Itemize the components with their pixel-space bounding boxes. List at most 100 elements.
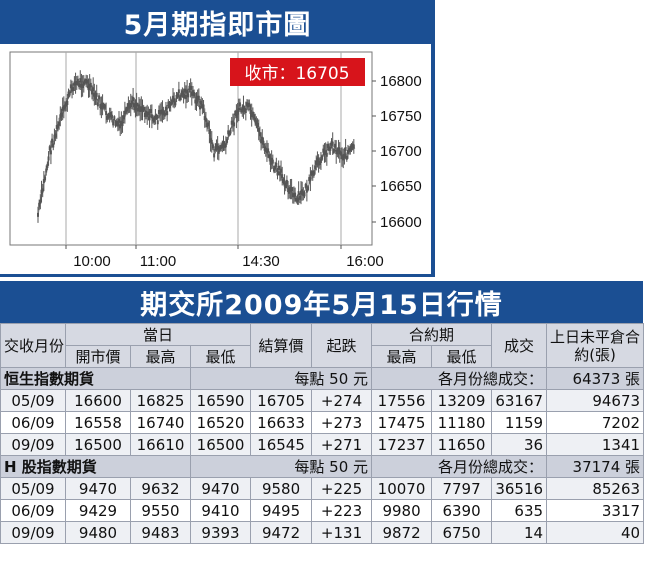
- price-candle-body: [282, 178, 285, 183]
- table-cell: 16633: [250, 411, 313, 434]
- table-cell: 16610: [130, 433, 191, 456]
- price-candle-body: [277, 165, 280, 170]
- table-cell: 6750: [431, 521, 493, 544]
- price-candle-body: [121, 122, 124, 127]
- price-candle-body: [49, 150, 52, 155]
- section-total-value: 64373 張: [546, 367, 645, 390]
- price-candle-body: [125, 108, 128, 113]
- table-cell: 9580: [250, 477, 313, 500]
- price-candle-body: [118, 118, 121, 123]
- price-candle-body: [112, 121, 115, 126]
- table-cell: +223: [311, 499, 373, 522]
- price-candle-body: [301, 189, 304, 194]
- table-row: 06/09 9429 9550 9410 9495 +223 9980 6390 635 3317: [0, 499, 645, 522]
- price-candle-body: [242, 105, 245, 110]
- price-candle-body: [303, 192, 306, 197]
- price-candle-body: [145, 110, 148, 115]
- price-candle-body: [169, 101, 172, 106]
- price-candle-body: [214, 146, 217, 151]
- table-cell: 40: [546, 521, 645, 544]
- price-candle-body: [287, 188, 290, 193]
- x-tick-label: 14:30: [242, 253, 280, 270]
- price-candle-body: [271, 159, 274, 164]
- price-candle-body: [237, 107, 240, 112]
- header-lifetime-high: 最高: [371, 345, 433, 368]
- header-change: 起跌: [311, 323, 373, 368]
- table-cell: +225: [311, 477, 373, 500]
- price-candle-body: [284, 184, 287, 189]
- table-cell: 1159: [491, 411, 548, 434]
- chart-title-bar: 5月期指即市圖: [0, 0, 435, 44]
- price-candle-body: [288, 189, 291, 194]
- table-cell: 09/09: [0, 433, 66, 456]
- price-candle-body: [148, 116, 151, 121]
- price-candle-body: [276, 171, 279, 176]
- price-candle-body: [67, 91, 70, 96]
- table-cell: 9480: [65, 521, 131, 544]
- price-candle-body: [134, 106, 137, 111]
- table-cell: 17475: [371, 411, 433, 434]
- price-candle-body: [156, 120, 159, 125]
- price-candle-body: [161, 109, 164, 114]
- table-row: 09/09 9480 9483 9393 9472 +131 9872 6750 14 40: [0, 521, 645, 544]
- header-settle: 結算價: [250, 323, 313, 368]
- price-candle-body: [350, 145, 353, 150]
- price-candle-body: [321, 155, 324, 160]
- table-cell: +273: [311, 411, 373, 434]
- price-candle-body: [335, 149, 338, 154]
- section-total-value: 37174 張: [546, 455, 645, 478]
- price-candle-body: [280, 168, 283, 173]
- table-cell: +274: [311, 389, 373, 412]
- price-candle-body: [146, 112, 149, 117]
- price-candle-body: [244, 109, 247, 114]
- price-candle-body: [195, 99, 198, 104]
- y-tick-label: 16750: [380, 108, 422, 125]
- table-cell: 9470: [189, 477, 252, 500]
- price-candle-body: [85, 78, 88, 83]
- table-cell: 9472: [250, 521, 313, 544]
- table-cell: 09/09: [0, 521, 66, 544]
- price-candle-body: [172, 95, 175, 100]
- table-title-bar: 期交所2009年5月15日行情: [0, 281, 643, 323]
- table-row: 06/09 16558 16740 16520 16633 +273 17475 11180 1…: [0, 411, 645, 434]
- price-candle-body: [299, 190, 302, 195]
- price-candle-body: [342, 156, 345, 161]
- price-candle-body: [202, 104, 205, 109]
- price-candle-body: [189, 85, 192, 90]
- futures-quote-table: 交收月份 當日 結算價 起跌 合約期 成交 上日未平倉合約(張) 開市價 最高 …: [0, 323, 645, 544]
- header-contract: 交收月份: [0, 323, 66, 368]
- price-candle-body: [328, 147, 331, 152]
- table-cell: 9550: [130, 499, 191, 522]
- price-candle-body: [98, 95, 101, 100]
- price-candle-body: [174, 101, 177, 106]
- price-candle-body: [100, 105, 103, 110]
- x-tick-label: 11:00: [140, 253, 176, 270]
- price-line: [37, 80, 356, 216]
- price-candle-body: [86, 79, 89, 84]
- price-candle-body: [351, 143, 354, 148]
- price-candle-body: [341, 155, 344, 160]
- price-candle-body: [136, 107, 139, 112]
- price-candle-body: [176, 93, 179, 98]
- price-candle-body: [209, 138, 212, 143]
- price-candle-body: [253, 114, 256, 119]
- quote-table-panel: 期交所2009年5月15日行情 交收月份 當日 結算價 起跌 合約期 成交 上日…: [0, 281, 645, 561]
- price-candle-body: [283, 182, 286, 187]
- table-cell: 36: [491, 433, 548, 456]
- price-candle-body: [183, 88, 186, 93]
- header-open: 開市價: [65, 345, 131, 368]
- section-total-label: 各月份總成交：: [371, 367, 548, 390]
- price-candle-body: [143, 112, 146, 117]
- price-candle-body: [317, 161, 320, 166]
- chart-box: 10:00 11:00 14:30 16:00 16800 16750 16700 16650…: [0, 44, 431, 274]
- price-candle-body: [331, 141, 334, 146]
- price-candle-body: [343, 154, 346, 159]
- price-candle-body: [215, 143, 218, 148]
- price-candle-body: [270, 157, 273, 162]
- price-candle-body: [199, 105, 202, 110]
- price-candle-body: [163, 112, 166, 117]
- price-candle-body: [241, 108, 244, 113]
- table-title: 期交所2009年5月15日行情: [140, 289, 503, 321]
- table-cell: 7202: [546, 411, 645, 434]
- price-candle-body: [243, 108, 246, 113]
